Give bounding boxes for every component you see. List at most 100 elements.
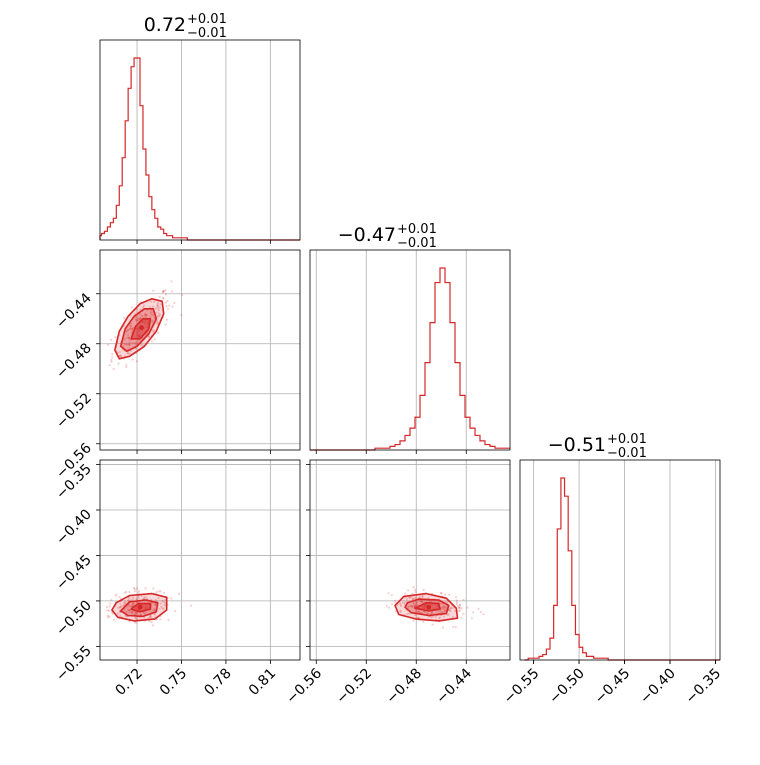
sample-point: [142, 306, 145, 309]
sample-point: [153, 300, 156, 303]
sample-point: [106, 606, 109, 609]
pair-frame-2: [309, 459, 511, 661]
sample-point: [153, 607, 156, 610]
sample-point: [107, 616, 110, 619]
sample-point: [156, 307, 159, 310]
sample-point: [407, 605, 410, 608]
sample-point: [161, 290, 164, 293]
sample-point: [119, 603, 122, 606]
sample-point: [162, 290, 165, 293]
sample-point: [151, 609, 154, 612]
sample-point: [108, 615, 111, 618]
sample-point: [156, 301, 159, 304]
sample-point: [422, 620, 425, 623]
sample-point: [122, 602, 125, 605]
panel-title-0: 0.72: [144, 14, 186, 36]
sample-point: [135, 601, 138, 604]
panel-title-sup-1: +0.01: [397, 222, 437, 237]
sample-point: [158, 313, 161, 316]
x-tick-label-1-0: −0.56: [283, 665, 325, 707]
sample-point: [161, 599, 164, 603]
sample-point: [413, 605, 416, 608]
sample-point: [385, 604, 388, 607]
sample-point: [118, 350, 121, 353]
x-tick-label-2-4: −0.35: [683, 666, 725, 708]
histogram-2: [524, 477, 720, 661]
sample-point: [128, 596, 131, 600]
sample-point: [470, 617, 473, 620]
sample-point: [412, 602, 415, 605]
sample-point: [108, 364, 111, 367]
sample-point: [145, 314, 148, 317]
sample-point: [131, 602, 134, 606]
sample-point: [164, 323, 167, 326]
sample-point: [421, 595, 424, 599]
sample-point: [458, 606, 461, 609]
sample-point: [147, 617, 150, 620]
sample-point: [147, 335, 151, 339]
sample-point: [390, 594, 393, 597]
sample-point: [143, 595, 146, 599]
sample-point: [135, 319, 138, 322]
sample-point: [152, 313, 155, 316]
sample-point: [164, 293, 167, 296]
sample-point: [413, 604, 416, 607]
sample-point: [446, 600, 449, 604]
y-tick-label-1-1: −0.52: [53, 390, 95, 432]
sample-point: [170, 280, 173, 283]
sample-point: [411, 592, 414, 595]
sample-point: [133, 588, 136, 591]
sample-point: [135, 597, 138, 601]
sample-point: [114, 336, 117, 339]
sample-point: [393, 599, 397, 602]
y-tick-label-2-3: −0.40: [53, 507, 95, 549]
sample-point: [455, 601, 459, 604]
sample-point: [126, 352, 129, 355]
sample-point: [130, 328, 133, 331]
sample-point: [149, 614, 152, 617]
sample-point: [171, 305, 174, 308]
x-tick-label-0-2: 0.78: [201, 666, 234, 699]
sample-point: [145, 316, 148, 319]
sample-point: [460, 616, 463, 619]
sample-point: [128, 352, 131, 355]
sample-point: [155, 322, 158, 325]
sample-point: [460, 607, 463, 610]
sample-point: [420, 600, 424, 603]
sample-point: [154, 307, 157, 310]
sample-point: [128, 590, 131, 594]
sample-point: [189, 604, 193, 607]
sample-point: [462, 612, 465, 616]
sample-point: [156, 305, 159, 308]
sample-point: [130, 611, 133, 614]
sample-point: [128, 605, 131, 608]
hist-frame-2: [519, 459, 721, 661]
sample-point: [430, 616, 433, 619]
sample-point: [110, 360, 113, 363]
sample-point: [135, 611, 138, 614]
sample-point: [133, 312, 136, 315]
sample-point: [162, 290, 165, 293]
sample-point: [139, 317, 143, 320]
sample-point: [451, 615, 454, 618]
sample-point: [173, 301, 176, 305]
sample-point: [149, 310, 152, 313]
sample-point: [111, 356, 114, 359]
sample-point: [162, 297, 165, 300]
sample-point: [150, 313, 153, 316]
sample-point: [412, 606, 415, 609]
sample-point: [124, 601, 127, 605]
sample-point: [180, 313, 183, 317]
sample-point: [150, 320, 153, 324]
sample-point: [148, 306, 151, 309]
sample-point: [151, 624, 154, 627]
sample-point: [150, 621, 153, 624]
density-peak-1: [137, 604, 143, 610]
density-peak-0: [139, 325, 144, 330]
sample-point: [157, 312, 160, 315]
sample-point: [443, 608, 446, 611]
sample-point: [458, 606, 461, 609]
sample-point: [158, 607, 161, 610]
sample-point: [151, 320, 154, 323]
